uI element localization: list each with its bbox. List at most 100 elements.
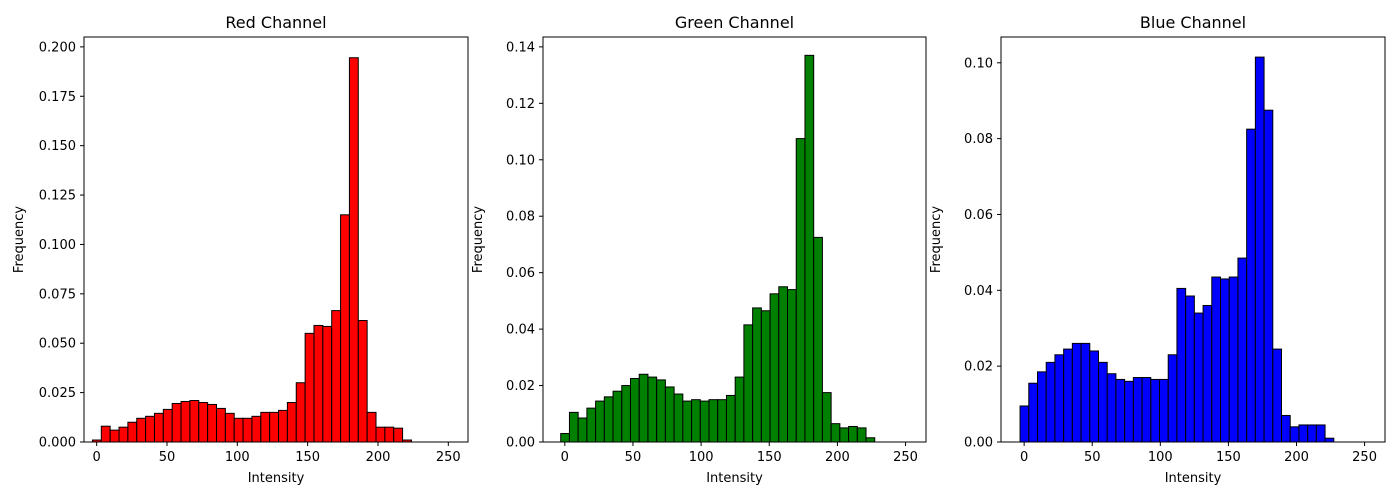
histogram-bar	[560, 433, 570, 443]
y-tick-label: 0.04	[506, 323, 535, 338]
histogram-bar	[708, 399, 719, 443]
histogram-bar	[577, 417, 588, 443]
bars	[91, 57, 412, 443]
histogram-bar	[621, 385, 632, 443]
histogram-bar	[260, 411, 271, 443]
histogram-bar	[568, 411, 579, 443]
histogram-bar	[778, 286, 789, 443]
y-tick-label: 0.00	[506, 436, 535, 451]
histogram-bar	[821, 392, 832, 443]
histogram-bar	[331, 310, 342, 443]
x-tick-label: 50	[1084, 450, 1101, 465]
histogram-bar	[725, 394, 736, 443]
histogram-bar	[795, 138, 806, 443]
histogram-bar	[865, 437, 876, 443]
y-axis-label: Frequency	[471, 206, 486, 273]
histogram-bar	[242, 417, 253, 443]
histogram-bar	[295, 382, 306, 443]
histogram-bar	[769, 293, 780, 443]
histogram-bar	[813, 236, 823, 443]
histogram-bar	[1193, 312, 1204, 443]
histogram-bar	[1298, 424, 1309, 443]
x-tick-label: 200	[1284, 450, 1309, 465]
histogram-bar	[682, 400, 693, 443]
histogram-bar	[109, 429, 120, 443]
y-tick-label: 0.050	[39, 337, 76, 352]
histogram-bar	[127, 421, 138, 443]
histogram-bar	[1185, 295, 1195, 443]
histogram-bar	[830, 423, 841, 443]
histogram-bar	[1115, 378, 1126, 443]
histogram-bar	[233, 417, 244, 443]
y-tick-label: 0.06	[506, 266, 535, 281]
x-tick-label: 250	[893, 450, 918, 465]
y-tick-label: 0.175	[39, 90, 76, 105]
histogram-bar	[1289, 426, 1300, 443]
histogram-bar	[1019, 405, 1030, 443]
y-tick-label: 0.025	[39, 386, 76, 401]
histogram-bar	[647, 376, 658, 443]
histogram-bar	[1211, 276, 1222, 443]
plot-area	[84, 37, 468, 442]
chart-title: Red Channel	[225, 13, 326, 32]
histogram-bar	[760, 310, 771, 443]
histogram-bar	[251, 415, 262, 443]
histogram-bar	[393, 427, 404, 443]
x-tick-label: 0	[93, 450, 101, 465]
y-tick-label: 0.08	[506, 210, 535, 225]
y-tick-label: 0.10	[506, 153, 535, 168]
x-tick-label: 150	[757, 450, 782, 465]
x-tick-label: 200	[825, 450, 850, 465]
histogram-bar	[1063, 348, 1073, 443]
green-channel-chart: 0 50 100 150 200 250 0.00 0.02 0.04 0.06 0.08 0.10 0…	[471, 13, 927, 486]
histogram-bar	[804, 54, 815, 443]
histogram-bar	[1324, 437, 1335, 443]
histogram-bar	[118, 426, 129, 443]
histogram-bar	[1237, 257, 1248, 443]
histogram-bar	[1098, 361, 1108, 443]
x-tick-label: 50	[625, 450, 642, 465]
axes-frame	[83, 36, 469, 443]
histogram-bar	[100, 425, 111, 443]
histogram-bar	[1045, 361, 1056, 443]
plot-area	[543, 37, 926, 442]
histogram-bar	[752, 307, 762, 443]
histogram-bar	[603, 396, 614, 443]
histogram-bar	[1307, 424, 1317, 443]
y-tick-label: 0.200	[39, 40, 76, 55]
histogram-bar	[136, 417, 147, 443]
histogram-bar	[1254, 56, 1265, 443]
histogram-bar	[1202, 304, 1213, 443]
y-tick-label: 0.02	[506, 379, 535, 394]
histogram-bar	[1167, 354, 1178, 443]
y-tick-label: 0.150	[39, 139, 76, 154]
histogram-bar	[198, 401, 209, 443]
histogram-bar	[630, 378, 640, 443]
x-tick-label: 250	[436, 450, 461, 465]
y-axis-label: Frequency	[12, 206, 27, 273]
histogram-bar	[856, 427, 867, 443]
x-tick-label: 200	[366, 450, 391, 465]
x-axis-label: Intensity	[706, 471, 763, 486]
histogram-bar	[1089, 350, 1099, 443]
histogram-bar	[1124, 380, 1134, 443]
histogram-bar	[1228, 276, 1239, 443]
y-tick-label: 0.04	[964, 284, 993, 299]
histogram-bar	[313, 324, 324, 443]
histogram-bar	[1054, 354, 1065, 443]
x-tick-label: 150	[295, 450, 320, 465]
histogram-bar	[1080, 342, 1091, 443]
axes-frame	[1000, 36, 1386, 443]
x-tick-label: 100	[689, 450, 714, 465]
y-tick-label: 0.125	[39, 189, 76, 204]
histogram-bar	[189, 400, 200, 443]
histogram-bar	[1281, 414, 1291, 443]
histogram-bar	[1028, 382, 1038, 443]
y-tick-label: 0.12	[506, 97, 535, 112]
y-axis-label: Frequency	[929, 206, 944, 273]
histogram-bar	[691, 399, 701, 443]
x-tick-label: 100	[225, 450, 250, 465]
y-tick-label: 0.10	[964, 56, 993, 71]
histogram-bar	[224, 412, 235, 443]
histogram-bar	[1150, 378, 1161, 443]
